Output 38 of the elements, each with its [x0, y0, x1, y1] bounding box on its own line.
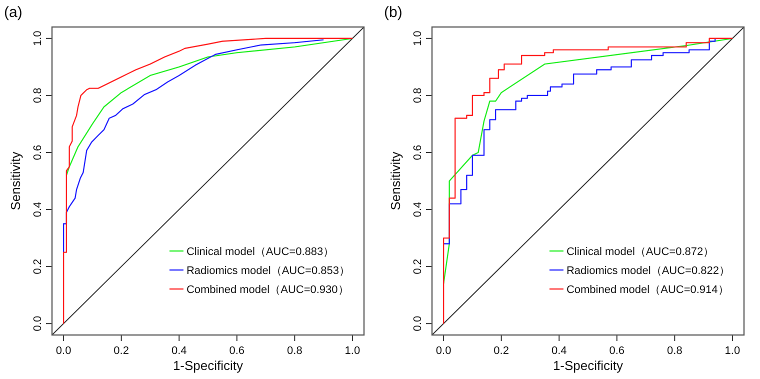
y-tick-label: 0.8	[32, 88, 44, 104]
x-tick-label: 0.0	[56, 345, 72, 357]
legend-label: Radiomics model（AUC=0.822）	[566, 265, 730, 277]
x-axis-title: 1-Specificity	[552, 358, 624, 373]
y-tick-label: 0.4	[32, 202, 44, 218]
x-tick-label: 0.2	[494, 345, 509, 357]
chart-title: (a)	[4, 4, 22, 21]
legend-label: Clinical model（AUC=0.872）	[566, 246, 714, 258]
y-tick-label: 0.0	[32, 316, 44, 332]
chart-title: (b)	[384, 4, 402, 21]
x-tick-label: 1.0	[724, 345, 740, 357]
legend-label: Combined model（AUC=0.914）	[566, 284, 729, 296]
y-tick-label: 0.2	[32, 258, 44, 274]
x-tick-label: 0.6	[229, 345, 245, 357]
y-axis-title: Sensitivity	[8, 151, 23, 210]
y-axis-title: Sensitivity	[388, 151, 403, 210]
y-tick-label: 0.6	[32, 144, 44, 160]
x-tick-label: 0.2	[114, 345, 129, 357]
x-tick-label: 1.0	[344, 345, 360, 357]
x-tick-label: 0.0	[436, 345, 452, 357]
y-tick-label: 1.0	[32, 30, 44, 46]
line-series	[442, 38, 716, 244]
y-tick-label: 0.8	[412, 88, 424, 104]
y-tick-label: 0.6	[412, 144, 424, 160]
line-series	[66, 38, 354, 176]
y-tick-label: 0.2	[412, 258, 424, 274]
y-tick-label: 0.4	[412, 202, 424, 218]
x-tick-label: 0.6	[609, 345, 625, 357]
y-tick-label: 0.0	[412, 316, 424, 332]
legend-label: Radiomics model（AUC=0.853）	[186, 265, 350, 277]
legend-label: Clinical model（AUC=0.883）	[186, 246, 334, 258]
x-axis-title: 1-Specificity	[172, 358, 244, 373]
x-tick-label: 0.4	[171, 345, 187, 357]
x-tick-label: 0.8	[667, 345, 682, 357]
legend-label: Combined model（AUC=0.930）	[186, 284, 349, 296]
x-tick-label: 0.8	[287, 345, 302, 357]
x-tick-label: 0.4	[551, 345, 567, 357]
y-tick-label: 1.0	[412, 30, 424, 46]
